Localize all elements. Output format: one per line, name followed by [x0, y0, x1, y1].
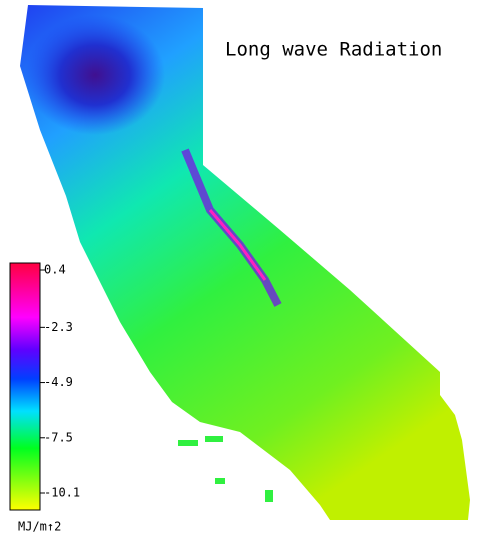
colorbar [9, 262, 41, 511]
colorbar-unit: MJ/m↑2 [18, 520, 61, 534]
colorbar-tick-label: -2.3 [44, 320, 73, 334]
north-region [25, 15, 165, 135]
colorbar-tick-label: -7.5 [44, 430, 73, 444]
state-shape [20, 5, 470, 520]
colorbar-tick-label: -10.1 [44, 486, 80, 500]
colorbar-tick-label: 0.4 [44, 263, 66, 277]
map-title: Long wave Radiation [225, 39, 442, 61]
islands [178, 436, 273, 502]
colorbar-tick-label: -4.9 [44, 375, 73, 389]
sierra-peaks [208, 209, 267, 281]
